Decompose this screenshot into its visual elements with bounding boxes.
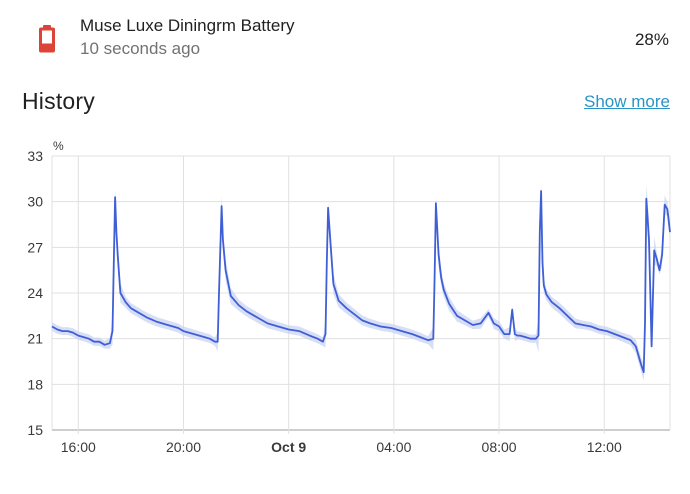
y-axis-labels: 15 18 21 24 27 30 33 (27, 148, 43, 438)
x-tick-label: 04:00 (376, 439, 411, 455)
show-more-link[interactable]: Show more (584, 92, 670, 111)
entity-state: 28% (634, 30, 669, 49)
history-chart[interactable]: 15 18 21 24 27 30 33 16:00 20:00 Oct 9 04:00 08:00… (0, 130, 690, 494)
entity-row[interactable]: Muse Luxe Diningrm Battery 10 seconds ag… (0, 0, 690, 75)
last-changed-time: 10 seconds ago (80, 39, 201, 58)
x-tick-label: 20:00 (166, 439, 201, 455)
x-axis-labels: 16:00 20:00 Oct 9 04:00 08:00 12:00 (61, 439, 622, 455)
y-tick-label: 33 (27, 148, 43, 164)
x-tick-label: 12:00 (587, 439, 622, 455)
entity-name: Muse Luxe Diningrm Battery (80, 16, 295, 35)
history-title: History (22, 88, 95, 114)
x-tick-label: 08:00 (482, 439, 517, 455)
series-points (51, 190, 671, 373)
y-tick-label: 30 (27, 194, 43, 210)
x-tick-label: 16:00 (61, 439, 96, 455)
series-range-band (52, 183, 670, 381)
y-tick-label: 21 (27, 331, 43, 347)
x-tick-label: Oct 9 (271, 439, 306, 455)
y-gridlines (52, 155, 670, 431)
x-gridlines (51, 156, 671, 434)
series-line[interactable] (51, 190, 671, 374)
battery-low-icon (36, 24, 58, 54)
y-tick-label: 27 (27, 239, 43, 255)
y-tick-label: 24 (27, 285, 43, 301)
y-axis-unit: % (53, 139, 64, 153)
y-tick-label: 15 (27, 422, 43, 438)
y-tick-label: 18 (27, 376, 43, 392)
